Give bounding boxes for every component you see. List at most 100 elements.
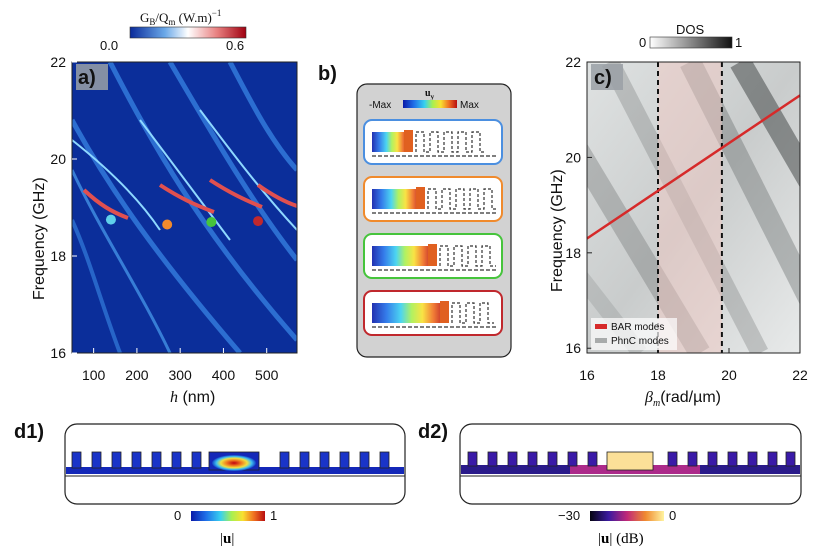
pillar — [727, 451, 738, 467]
x-tick-label-a: 200 — [125, 367, 149, 383]
x-tick-label-a: 400 — [212, 367, 236, 383]
mode-marker — [162, 219, 173, 230]
bar-mode-line — [586, 94, 801, 240]
panel-c: DOS 0 1 16 18 20 22 16 18 20 22 c) BAR modes P… — [549, 22, 808, 409]
colorbar-a-title: GB/Qm (W.m)−1 — [140, 8, 221, 27]
pillar — [747, 451, 758, 467]
y-tick-label-c: 18 — [565, 245, 581, 261]
panel-d1: d1) 0 1 |u| — [14, 421, 406, 547]
colorbar-a — [129, 26, 247, 39]
highlight-band — [658, 62, 722, 353]
mode-frame-4 — [363, 290, 503, 336]
x-axis-label-a: h (nm) — [170, 389, 215, 406]
pillar — [171, 451, 182, 469]
pillar — [279, 451, 290, 469]
pillar — [507, 451, 518, 467]
pillar — [785, 451, 796, 467]
plot-a-frame — [71, 61, 298, 354]
panel-b: b) uy -Max Max — [318, 63, 512, 358]
panel-a-tag: a) — [78, 67, 96, 89]
y-axis-label-c: Frequency (GHz) — [549, 169, 566, 292]
field-label: uy — [425, 88, 435, 101]
x-ticks-a: 100 200 300 400 500 — [82, 348, 279, 383]
mode-frames — [363, 119, 503, 336]
mode-frame-3 — [363, 233, 503, 279]
y-tick-label-a: 16 — [50, 345, 66, 361]
scale-max-label: Max — [460, 100, 479, 111]
d1-hotspot — [212, 455, 256, 471]
plot-c-background — [587, 62, 800, 353]
pillar — [299, 451, 310, 469]
colorbar-c-max: 1 — [735, 35, 742, 50]
legend-label-bar: BAR modes — [611, 322, 664, 333]
x-tick-label-a: 500 — [255, 367, 279, 383]
colorbar-d2-title: |u| (dB) — [598, 531, 644, 547]
plot-c-frame — [586, 61, 801, 354]
legend-c: BAR modes PhnC modes — [591, 318, 677, 350]
y-ticks-c: 16 18 20 22 — [565, 54, 592, 356]
legend-swatch-phnc — [595, 338, 607, 343]
pillar — [359, 451, 370, 469]
colorbar-d1-title: |u| — [220, 531, 234, 547]
colorbar-a-max: 0.6 — [226, 38, 244, 53]
pillar — [567, 451, 578, 467]
x-ticks-c: 16 18 20 22 — [579, 348, 808, 383]
legend-swatch-bar — [595, 324, 607, 329]
pillar — [131, 451, 142, 469]
panel-d1-tag: d1) — [14, 421, 44, 443]
colorbar-c-min: 0 — [639, 35, 646, 50]
pillar — [339, 451, 350, 469]
mode-marker — [253, 216, 264, 227]
plot-c-bands — [587, 62, 800, 353]
x-tick-label-c: 20 — [721, 367, 737, 383]
vlines — [657, 62, 723, 353]
pillar — [91, 451, 102, 469]
mode-frame-1 — [363, 119, 503, 165]
panel-a-tag-bg — [76, 64, 108, 90]
pillar — [487, 451, 498, 467]
d2-center-block — [606, 451, 654, 471]
pillar — [71, 451, 82, 469]
x-axis-label-c: βm(rad/µm) — [644, 389, 721, 409]
pillar — [111, 451, 122, 469]
pillar — [707, 451, 718, 467]
x-tick-label-c: 18 — [650, 367, 666, 383]
pillar — [547, 451, 558, 467]
pillar — [191, 451, 202, 469]
mode-frame-2 — [363, 176, 503, 222]
pillar — [319, 451, 330, 469]
y-ticks-a: 16 18 20 22 — [50, 54, 77, 361]
x-tick-label-c: 22 — [792, 367, 808, 383]
colorbar-d1 — [191, 511, 265, 521]
colorbar-a-min: 0.0 — [100, 38, 118, 53]
pillar — [379, 451, 390, 469]
panel-b-tag: b) — [318, 63, 337, 85]
panel-a: GB/Qm (W.m)−1 0.0 0.6 100 200 300 400 500 16… — [31, 8, 298, 406]
pillar — [467, 451, 478, 467]
y-tick-label-c: 22 — [565, 54, 581, 70]
d1-pillars — [71, 451, 390, 469]
plot-a-bands — [72, 62, 297, 353]
colorbar-d2 — [590, 511, 664, 521]
x-tick-label-a: 100 — [82, 367, 106, 383]
mode-marker — [206, 217, 217, 228]
panel-d2-tag: d2) — [418, 421, 448, 443]
colorbar-d2-max: 0 — [669, 508, 676, 523]
panel-d2: d2) −30 0 |u| (dB) — [418, 421, 802, 547]
pillar — [527, 451, 538, 467]
x-tick-label-a: 300 — [168, 367, 192, 383]
pillar — [151, 451, 162, 469]
panel-c-tag: c) — [594, 67, 612, 89]
x-tick-label-c: 16 — [579, 367, 595, 383]
scale-min-label: -Max — [369, 100, 391, 111]
y-axis-label-a: Frequency (GHz) — [31, 177, 48, 300]
y-tick-label-a: 20 — [50, 151, 66, 167]
d2-pillars — [467, 451, 796, 467]
y-tick-label-c: 20 — [565, 149, 581, 165]
mode-marker — [105, 214, 116, 225]
legend-label-phnc: PhnC modes — [611, 336, 669, 347]
y-tick-label-a: 18 — [50, 248, 66, 264]
colorbar-d1-min: 0 — [174, 508, 181, 523]
pillar — [667, 451, 678, 467]
